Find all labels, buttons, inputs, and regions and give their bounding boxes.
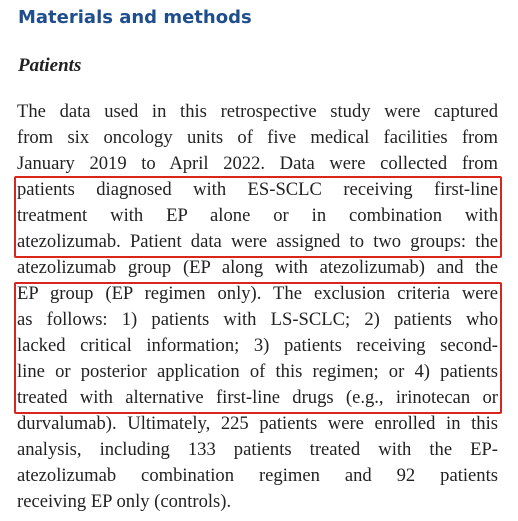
paragraph-line: durvalumab). Ultimately, 225 patients we… [17,413,498,434]
paragraph-line: as follows: 1) patients with LS-SCLC; 2)… [17,309,498,330]
highlight-box [14,282,502,414]
paragraph-line: receiving EP only (controls). [17,491,232,512]
paragraph-line: from six oncology units of five medical … [17,127,498,148]
subsection-heading: Patients [18,55,82,76]
paragraph-line: analysis, including 133 patients treated… [17,439,498,460]
paragraph-line: patients diagnosed with ES-SCLC receivin… [17,179,498,200]
paragraph-line: The data used in this retrospective stud… [17,101,498,122]
paragraph-line: line or posterior application of this re… [17,361,498,382]
paragraph-line: treated with alternative first-line drug… [17,387,498,408]
paragraph-line: atezolizumab. Patient data were assigned… [17,231,498,252]
highlight-box [14,176,502,258]
paragraph-line: atezolizumab combination regimen and 92 … [17,465,498,486]
paragraph-line: January 2019 to April 2022. Data were co… [17,153,498,174]
paragraph: The data used in this retrospective stud… [17,99,498,515]
paragraph-line: treatment with EP alone or in combinatio… [17,205,498,226]
paragraph-line: lacked critical information; 3) patients… [17,335,498,356]
paragraph-line: atezolizumab group (EP along with atezol… [17,257,498,278]
paragraph-line: EP group (EP regimen only). The exclusio… [17,283,498,304]
section-heading: Materials and methods [18,7,252,28]
